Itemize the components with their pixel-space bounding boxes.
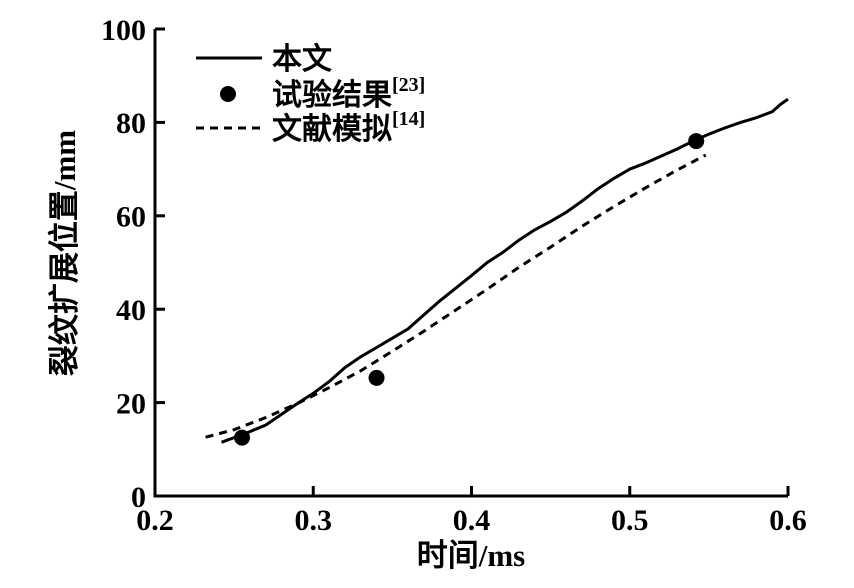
y-tick-label: 60 [116, 201, 146, 234]
data-point-dot [368, 369, 385, 386]
plot-layer: 0 20 40 60 80 100 0.2 0.3 0.4 0.5 0.6 本文试验结果[23]文献模… [101, 14, 807, 537]
x-tick-label: 0.2 [136, 504, 174, 537]
axis-spines [153, 29, 788, 498]
y-tick-label: 20 [116, 387, 146, 420]
legend-label: 试验结果[23] [272, 74, 425, 112]
legend-label: 本文 [272, 42, 332, 76]
y-tick-label: 0 [131, 481, 146, 514]
data-point-dot [688, 133, 705, 150]
x-tick-label: 0.4 [453, 504, 491, 537]
x-tick-label: 0.5 [611, 504, 649, 537]
y-tick-label: 40 [116, 294, 146, 327]
x-tick-label: 0.6 [769, 504, 807, 537]
model-curve-solid [220, 97, 789, 444]
y-tick-label: 100 [101, 14, 146, 47]
legend-citation-superscript: [23] [392, 74, 425, 96]
legend-citation-superscript: [14] [392, 108, 425, 130]
y-tick-label: 80 [116, 107, 146, 140]
x-tick-label: 0.3 [295, 504, 333, 537]
legend-marker-dot [220, 86, 236, 102]
legend-label: 文献模拟[14] [272, 108, 425, 146]
y-axis-label: 裂纹扩展位置/mm [47, 130, 82, 376]
data-point-dot [234, 429, 251, 446]
simulation-curve-dashed [205, 153, 707, 439]
x-axis-label: 时间/ms [417, 538, 526, 573]
